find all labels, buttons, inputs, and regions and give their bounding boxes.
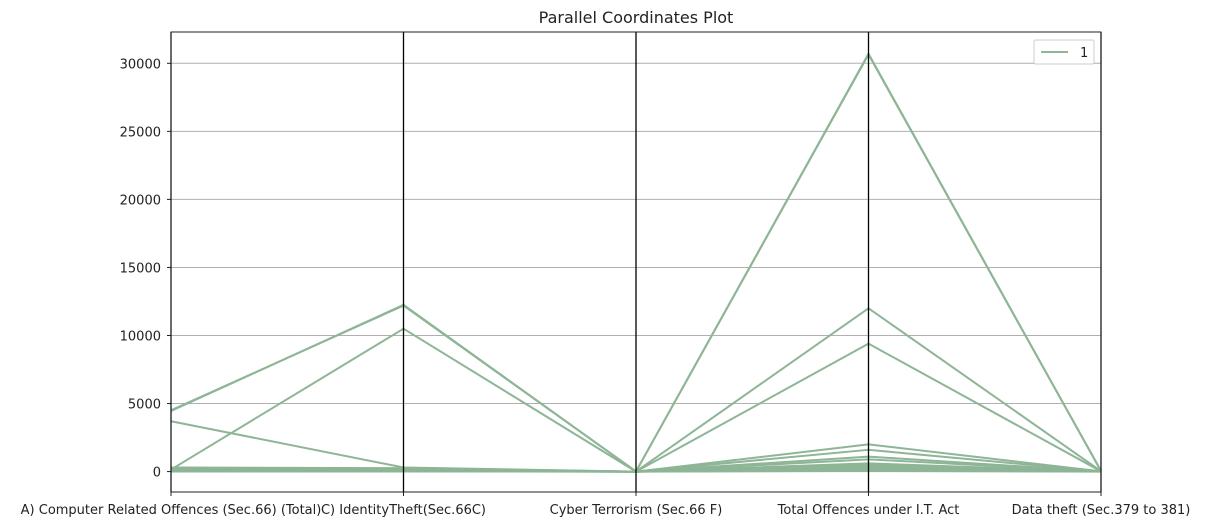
x-axis-label: Data theft (Sec.379 to 381) [1012,503,1191,518]
vertical-axes [170,31,1102,493]
x-axis-labels: A) Computer Related Offences (Sec.66) (T… [21,492,1191,518]
x-axis-label: C) IdentityTheft(Sec.66C) [321,503,486,518]
y-tick-label: 25000 [120,125,161,140]
legend: 1 [1033,39,1095,65]
y-tick-label: 15000 [120,261,161,276]
legend-label: 1 [1080,46,1088,61]
x-axis-label: Cyber Terrorism (Sec.66 F) [550,503,723,518]
y-tick-label: 0 [153,466,161,481]
y-tick-label: 20000 [120,193,161,208]
y-axis-ticks: 0 5000 10000 15000 20000 25000 30000 [120,57,171,481]
chart-title: Parallel Coordinates Plot [539,8,734,27]
y-tick-label: 5000 [128,398,161,413]
x-axis-label: A) Computer Related Offences (Sec.66) (T… [21,503,322,518]
x-axis-label: Total Offences under I.T. Act [777,503,960,518]
y-tick-label: 30000 [120,57,161,72]
y-tick-label: 10000 [120,329,161,344]
